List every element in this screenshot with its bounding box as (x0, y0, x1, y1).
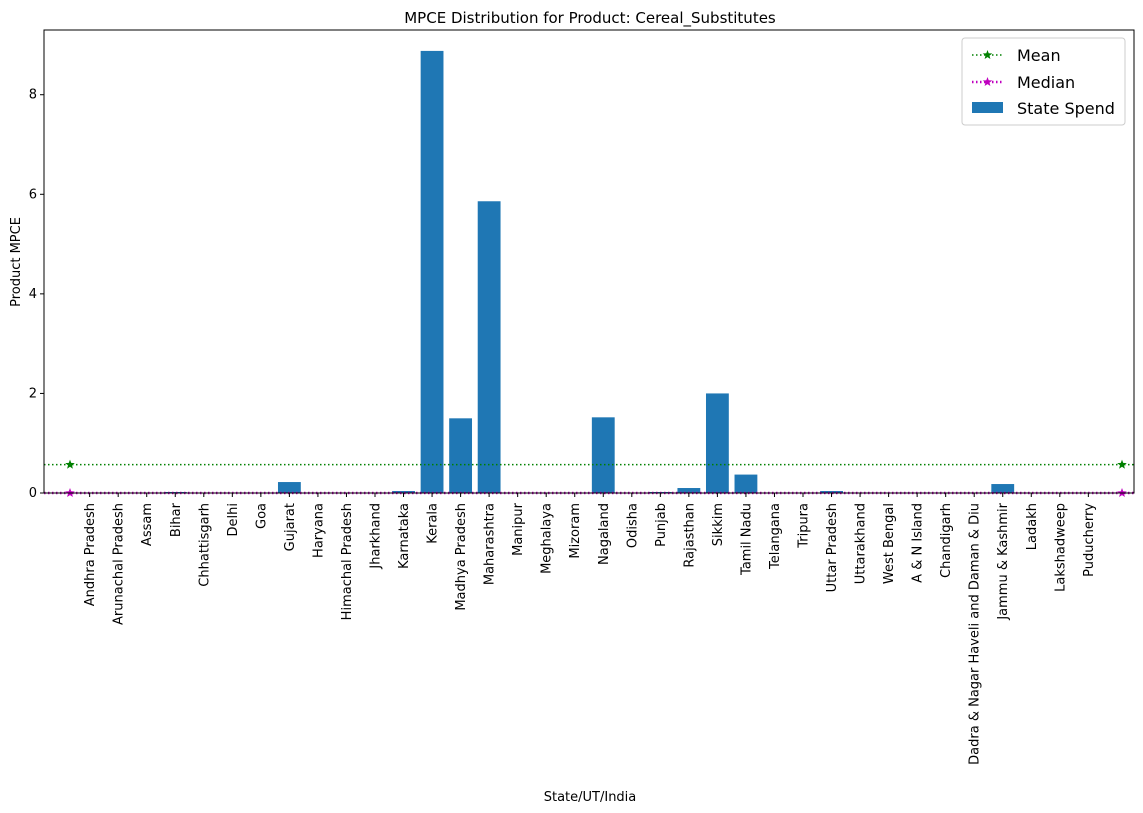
x-tick-label: Telangana (768, 503, 783, 570)
x-tick-label: Rajasthan (682, 503, 697, 568)
x-tick-label: Arunachal Pradesh (112, 503, 127, 625)
legend-median-label: Median (1017, 73, 1075, 92)
bar (449, 418, 473, 493)
x-tick-label: Mizoram (568, 503, 583, 559)
bar (420, 50, 444, 494)
x-tick-label: Tripura (797, 503, 812, 549)
x-tick-label: Uttar Pradesh (825, 503, 840, 592)
y-tick-label: 4 (29, 287, 37, 302)
x-tick-label: West Bengal (882, 503, 897, 584)
x-tick-label: Puducherry (1082, 503, 1097, 577)
x-tick-label: Nagaland (597, 503, 612, 565)
x-tick-label: Delhi (226, 503, 241, 536)
x-tick-label: A & N Island (911, 503, 926, 583)
x-tick-label: Tamil Nadu (739, 503, 754, 576)
mean-marker (65, 459, 75, 469)
y-axis-label: Product MPCE (9, 217, 24, 307)
x-axis-label: State/UT/India (544, 790, 637, 805)
bar (991, 484, 1015, 493)
x-tick-label: Chhattisgarh (197, 503, 212, 587)
bar (820, 491, 843, 493)
x-tick-label: Ladakh (1025, 503, 1040, 550)
x-tick-label: Punjab (654, 503, 669, 547)
x-tick-label: Manipur (511, 502, 526, 556)
bar (677, 488, 701, 493)
y-tick-label: 0 (29, 486, 37, 501)
x-tick-label: Jammu & Kashmir (996, 502, 1011, 620)
x-tick-label: Dadra & Nagar Haveli and Daman & Diu (968, 503, 983, 765)
x-tick-label: Madhya Pradesh (454, 503, 469, 611)
bar (477, 201, 501, 494)
x-tick-label: Gujarat (283, 503, 298, 551)
y-tick-label: 6 (29, 187, 37, 202)
bar (591, 417, 615, 493)
x-tick-label: Assam (140, 503, 155, 546)
x-tick-label: Odisha (625, 503, 640, 548)
x-tick-label: Haryana (311, 503, 326, 558)
legend-state-spend-swatch (972, 102, 1003, 113)
axes-frame (43, 29, 1135, 494)
legend-state-spend-label: State Spend (1017, 99, 1115, 118)
chart-title: MPCE Distribution for Product: Cereal_Su… (404, 9, 776, 28)
bar (734, 474, 758, 493)
mean-marker (1117, 459, 1127, 469)
x-tick-label: Maharashtra (483, 503, 498, 585)
x-tick-label: Himachal Pradesh (340, 503, 355, 620)
plot-area (44, 50, 1134, 497)
legend-mean-label: Mean (1017, 46, 1061, 65)
x-tick-label: Lakshadweep (1053, 503, 1068, 592)
x-tick-label: Goa (254, 503, 269, 529)
x-tick-label: Chandigarh (939, 503, 954, 578)
legend-mean-star-icon (982, 50, 993, 59)
x-tick-label: Meghalaya (540, 503, 555, 574)
x-tick-label: Sikkim (711, 503, 726, 546)
x-tick-label: Uttarakhand (854, 503, 869, 584)
x-tick-label: Bihar (169, 502, 184, 537)
legend: Mean Median State Spend (961, 37, 1126, 126)
x-tick-label: Jharkhand (369, 503, 384, 570)
bar (277, 482, 301, 493)
x-tick-label: Kerala (426, 503, 441, 544)
x-tick-label: Andhra Pradesh (83, 503, 98, 606)
y-tick-label: 2 (29, 386, 37, 401)
legend-median-star-icon (982, 77, 993, 86)
bar (705, 393, 729, 493)
y-tick-label: 8 (29, 88, 37, 103)
x-tick-label: Karnataka (397, 503, 412, 569)
bar (392, 491, 415, 493)
